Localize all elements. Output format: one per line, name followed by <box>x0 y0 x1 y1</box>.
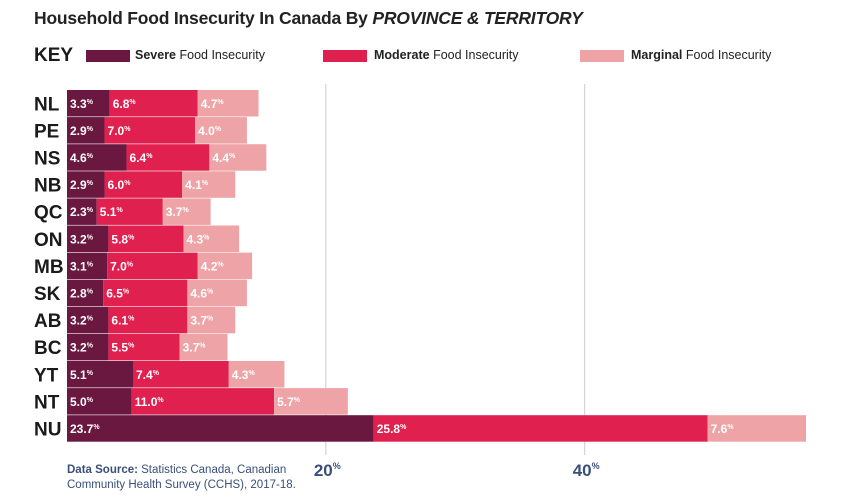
legend-key-label: KEY <box>34 45 74 66</box>
bar-nu-marginal <box>707 415 806 442</box>
bar-on-severe <box>67 225 109 252</box>
bar-pe-marginal <box>195 117 247 144</box>
category-label-ab: AB <box>34 311 61 332</box>
data-label-nu-moderate: 25.8% <box>377 422 407 436</box>
bar-on-moderate <box>108 225 184 252</box>
data-label-nu-severe: 23.7% <box>70 422 100 436</box>
bar-qc-severe <box>67 198 97 225</box>
legend-label-severe: Severe Food Insecurity <box>135 48 265 62</box>
bar-bc-severe <box>67 333 109 361</box>
bar-bc-marginal <box>179 333 228 361</box>
bar-ab-severe <box>67 306 109 334</box>
chart-title-plain: Household Food Insecurity In Canada By <box>34 8 368 28</box>
bar-mb-marginal <box>197 252 253 280</box>
x-tick-label-40: 40% <box>573 461 600 480</box>
chart-title: Household Food Insecurity In Canada By P… <box>34 8 583 29</box>
category-label-nl: NL <box>34 94 60 115</box>
category-label-sk: SK <box>34 284 61 305</box>
bar-yt-marginal <box>228 361 285 388</box>
category-label-pe: PE <box>34 121 59 142</box>
bar-on-marginal <box>183 225 240 252</box>
bar-nu-moderate <box>373 415 708 442</box>
bar-sk-moderate <box>103 279 188 307</box>
bar-nl-moderate <box>109 90 198 117</box>
bar-bc-moderate <box>108 333 180 361</box>
bar-yt-moderate <box>133 361 229 388</box>
chart-title-emphasis: PROVINCE & TERRITORY <box>372 8 583 28</box>
bar-nt-marginal <box>274 388 348 415</box>
bar-pe-moderate <box>104 117 196 144</box>
category-label-mb: MB <box>34 257 64 278</box>
category-label-bc: BC <box>34 338 62 359</box>
legend-label-moderate: Moderate Food Insecurity <box>374 48 519 62</box>
category-label-yt: YT <box>34 365 59 386</box>
bar-qc-marginal <box>162 198 211 225</box>
bar-qc-moderate <box>96 198 163 225</box>
bar-sk-severe <box>67 279 104 307</box>
bar-ab-marginal <box>187 306 236 334</box>
bar-nu-severe <box>67 415 374 442</box>
bar-ns-severe <box>67 144 127 171</box>
bar-mb-severe <box>67 252 108 280</box>
bar-nb-moderate <box>104 171 183 198</box>
data-source-note: Data Source: Statistics Canada, Canadian… <box>67 464 296 491</box>
bar-nt-moderate <box>131 388 275 415</box>
bar-pe-severe <box>67 117 105 144</box>
bar-nl-severe <box>67 90 110 117</box>
category-label-qc: QC <box>34 203 63 224</box>
data-label-nt-moderate: 11.0% <box>135 395 165 409</box>
bar-yt-severe <box>67 361 134 388</box>
category-label-ns: NS <box>34 148 60 169</box>
legend-swatch-marginal <box>580 50 624 62</box>
bar-ab-moderate <box>108 306 188 334</box>
bar-ns-moderate <box>126 144 210 171</box>
bar-nt-severe <box>67 388 132 415</box>
legend-swatch-moderate <box>323 50 367 62</box>
bar-nb-marginal <box>182 171 236 198</box>
legend-swatch-severe <box>86 50 130 62</box>
bar-nl-marginal <box>197 90 259 117</box>
category-label-nu: NU <box>34 419 61 440</box>
category-label-nt: NT <box>34 392 60 413</box>
category-label-nb: NB <box>34 176 61 197</box>
legend-label-marginal: Marginal Food Insecurity <box>631 48 772 62</box>
bar-nb-severe <box>67 171 105 198</box>
bar-ns-marginal <box>209 144 267 171</box>
bar-sk-marginal <box>187 279 247 307</box>
bar-mb-moderate <box>107 252 198 280</box>
category-label-on: ON <box>34 230 63 251</box>
